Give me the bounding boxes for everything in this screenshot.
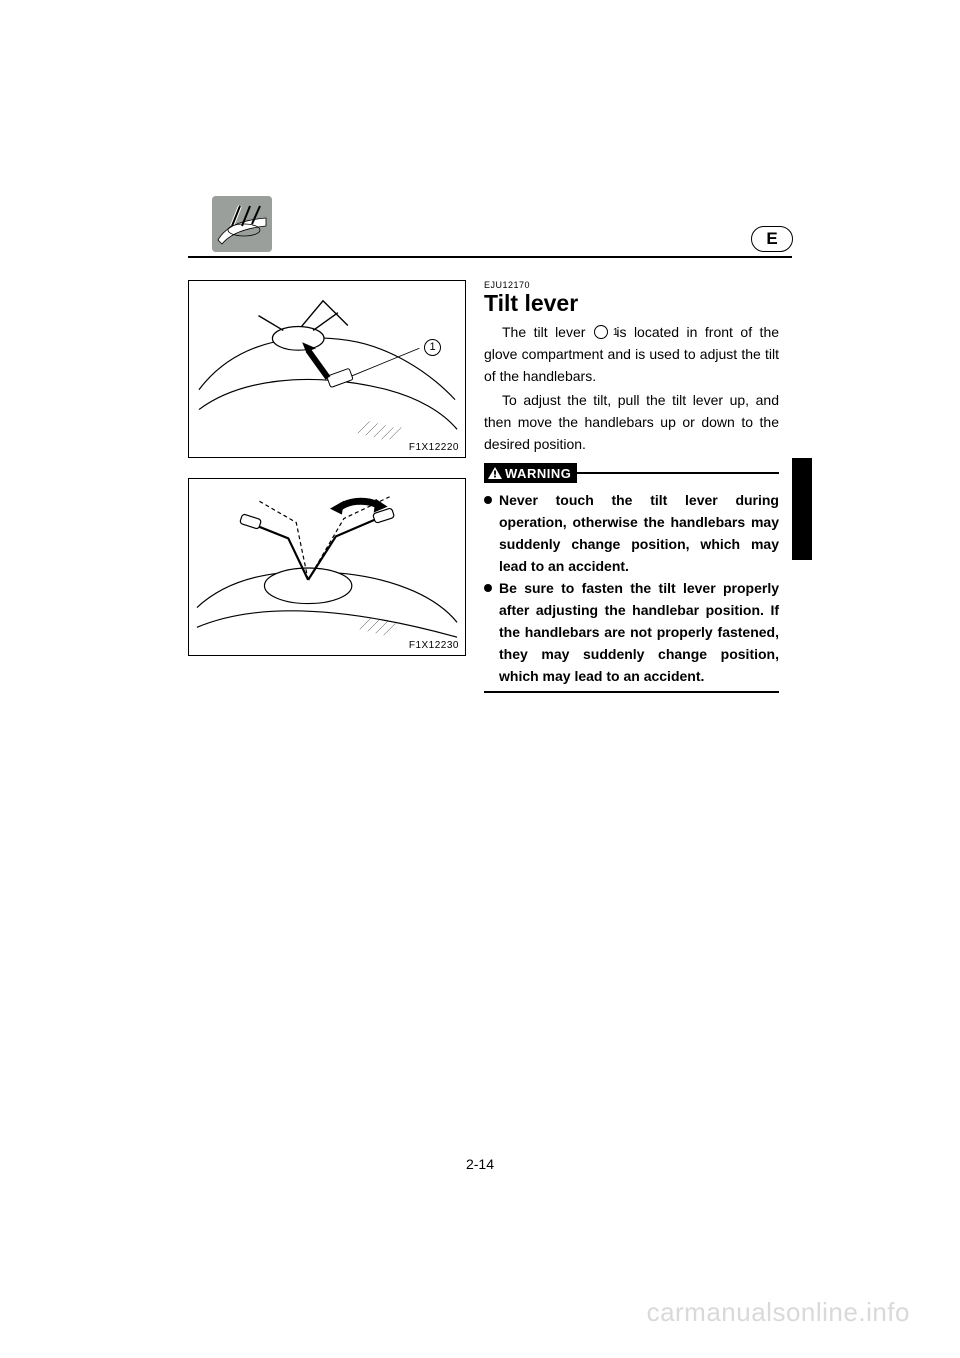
watermark: carmanualsonline.info (647, 1297, 910, 1328)
callout-ref-icon: 1 (594, 325, 608, 339)
paragraph-1: The tilt lever 1 is located in front of … (484, 321, 779, 387)
section-title: Tilt lever (484, 290, 779, 317)
figure-2-id: F1X12230 (409, 640, 459, 651)
warning-list: Never touch the tilt lever during operat… (484, 489, 779, 687)
page-number: 2-14 (0, 1156, 960, 1172)
language-badge: E (751, 226, 793, 252)
warning-header: WARNING (484, 463, 779, 483)
section-tab (792, 458, 812, 560)
figure-1: 1 F1X12220 (188, 280, 466, 458)
warning-triangle-icon (488, 467, 502, 479)
section-thumbnail-icon (212, 196, 272, 252)
warning-label: WARNING (505, 466, 571, 481)
warning-item: Never touch the tilt lever during operat… (484, 489, 779, 577)
manual-page: E 1 F1X1222 (0, 0, 960, 1358)
header-rule (188, 256, 792, 258)
warning-badge: WARNING (484, 463, 577, 483)
warning-closing-rule (484, 691, 779, 693)
para1-part-a: The tilt lever (502, 324, 593, 340)
warning-rule (577, 472, 779, 474)
figure-1-callout: 1 (424, 339, 441, 356)
paragraph-2: To adjust the tilt, pull the tilt lever … (484, 389, 779, 455)
figure-1-id: F1X12220 (409, 442, 459, 453)
figure-2: F1X12230 (188, 478, 466, 656)
text-column: EJU12170 Tilt lever The tilt lever 1 is … (484, 280, 779, 693)
warning-item: Be sure to fasten the tilt lever properl… (484, 577, 779, 687)
doc-id: EJU12170 (484, 280, 779, 290)
